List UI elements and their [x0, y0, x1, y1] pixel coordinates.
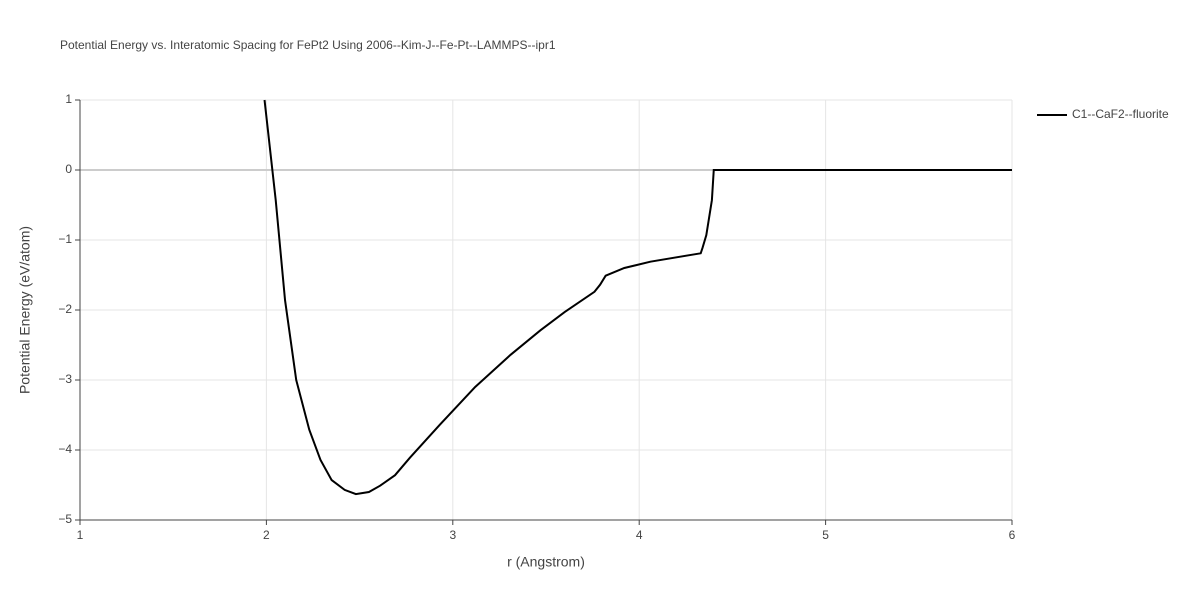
- y-tick-label: −2: [58, 302, 72, 316]
- legend-label: C1--CaF2--fluorite: [1072, 107, 1169, 121]
- x-tick-label: 3: [449, 528, 456, 542]
- x-tick-label: 6: [1009, 528, 1016, 542]
- x-axis-title: r (Angstrom): [507, 554, 585, 570]
- y-tick-label: −5: [58, 512, 72, 526]
- y-tick-label: −4: [58, 442, 72, 456]
- y-tick-label: −1: [58, 232, 72, 246]
- y-tick-label: −3: [58, 372, 72, 386]
- x-tick-label: 1: [77, 528, 84, 542]
- x-tick-label: 2: [263, 528, 270, 542]
- y-tick-label: 1: [65, 92, 72, 106]
- x-tick-label: 5: [822, 528, 829, 542]
- chart-title: Potential Energy vs. Interatomic Spacing…: [60, 38, 556, 52]
- y-tick-label: 0: [65, 162, 72, 176]
- data-line: [263, 99, 1012, 496]
- x-tick-label: 4: [636, 528, 643, 542]
- y-axis-title: Potential Energy (eV/atom): [17, 226, 33, 394]
